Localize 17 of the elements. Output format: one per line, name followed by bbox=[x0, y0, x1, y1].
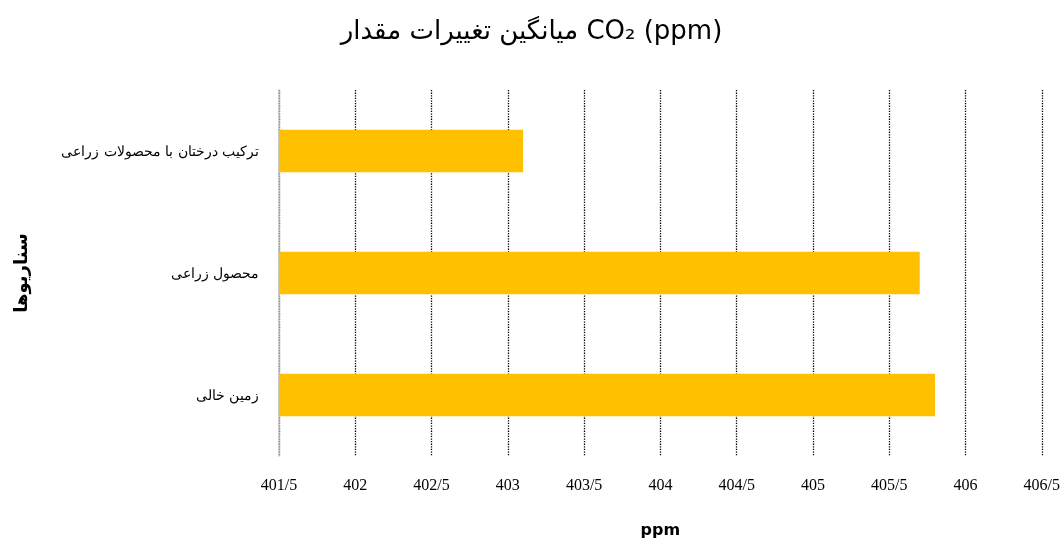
x-tick-label: 405 bbox=[800, 475, 825, 493]
x-tick-label: 404 bbox=[648, 475, 673, 493]
x-tick-label: 406 bbox=[953, 475, 978, 493]
x-tick-label: 406/5 bbox=[1023, 475, 1060, 493]
y-axis-title: سناریوها bbox=[9, 233, 32, 313]
x-tick-label: 403/5 bbox=[565, 475, 603, 493]
x-tick-label: 402/5 bbox=[413, 475, 450, 493]
x-axis-title: ppm bbox=[640, 519, 681, 539]
x-tick-label: 402 bbox=[343, 475, 368, 493]
x-tick-label: 401/5 bbox=[260, 475, 298, 493]
x-tick-label: 403 bbox=[495, 475, 520, 493]
y-tick-label: ترکیب درختان با محصولات زراعی bbox=[61, 143, 259, 160]
chart-title: میانگین تغییرات مقدار CO₂ (ppm) bbox=[338, 15, 723, 46]
y-tick-label: زمین خالی bbox=[195, 387, 259, 404]
x-tick-label: 404/5 bbox=[718, 475, 755, 493]
y-tick-label: محصول زراعی bbox=[170, 265, 259, 282]
x-tick-label: 405/5 bbox=[871, 475, 908, 493]
